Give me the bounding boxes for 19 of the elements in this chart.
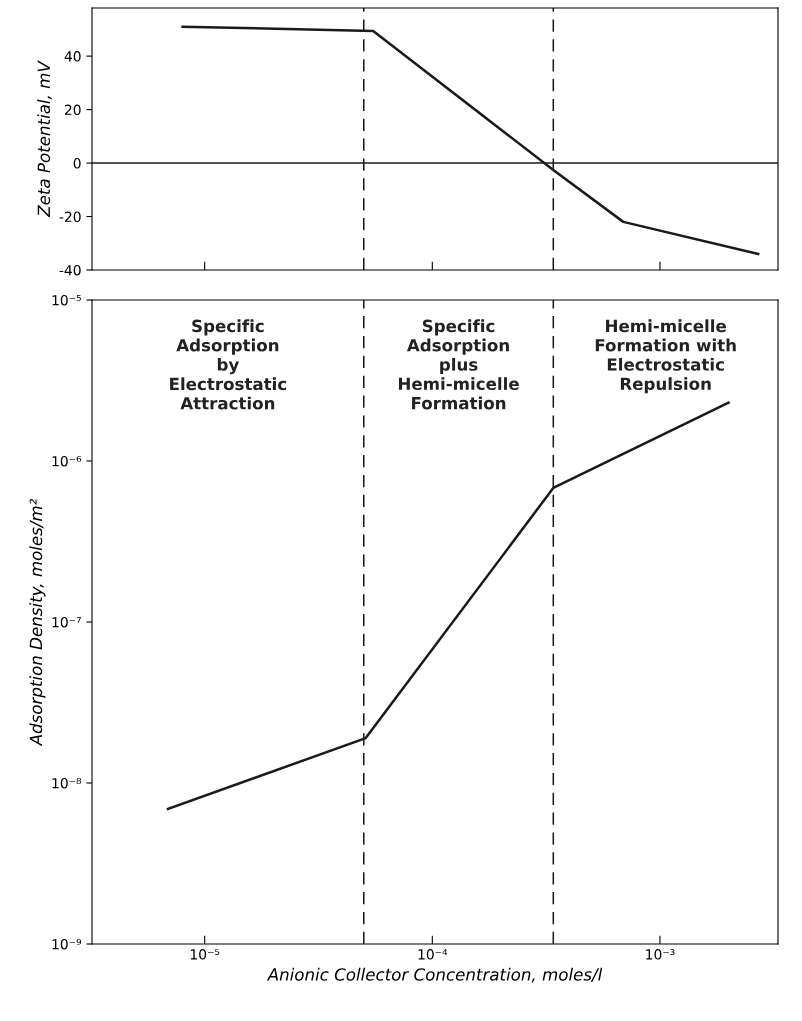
x-axis-title: Anionic Collector Concentration, moles/l bbox=[266, 967, 603, 983]
x-tick-label: 10⁻³ bbox=[646, 949, 675, 960]
x-tick-label: 10⁻⁵ bbox=[190, 949, 220, 960]
y-tick-label: 0 bbox=[73, 158, 81, 169]
annotation: Specific Adsorption by Electrostatic Attraction bbox=[170, 319, 287, 410]
y-tick-label: 10⁻⁸ bbox=[52, 777, 82, 789]
x-tick-label: 10⁻⁴ bbox=[418, 949, 448, 960]
annotation: Hemi-micelle Formation with Electrostatic Repulsion bbox=[595, 319, 736, 394]
y-tick-label: 40 bbox=[64, 51, 81, 62]
y-tick-label: 10⁻⁹ bbox=[52, 938, 82, 950]
y-tick-label: 20 bbox=[64, 104, 81, 116]
y-tick-label: -40 bbox=[59, 264, 81, 276]
y-tick-label: -20 bbox=[59, 211, 81, 222]
y-axis-title: Adsorption Density, moles/m² bbox=[29, 498, 46, 747]
y-tick-label: 10⁻⁵ bbox=[52, 294, 81, 306]
y-tick-label: 10⁻⁶ bbox=[52, 455, 82, 467]
y-tick-label: 10⁻⁷ bbox=[52, 616, 81, 628]
annotation: Specific Adsorption plus Hemi-micelle Formation bbox=[398, 319, 519, 410]
y-axis-title: Zeta Potential, mV bbox=[37, 60, 52, 218]
